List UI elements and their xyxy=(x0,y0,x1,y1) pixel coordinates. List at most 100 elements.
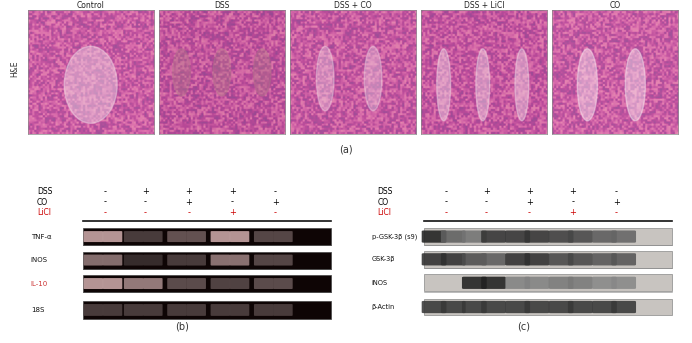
Text: -: - xyxy=(444,187,447,196)
Ellipse shape xyxy=(316,46,334,111)
FancyBboxPatch shape xyxy=(462,277,486,289)
Text: iNOS: iNOS xyxy=(372,280,388,286)
FancyBboxPatch shape xyxy=(254,278,273,289)
FancyBboxPatch shape xyxy=(549,230,574,243)
Text: LiCl: LiCl xyxy=(37,208,51,217)
FancyBboxPatch shape xyxy=(254,255,273,265)
Ellipse shape xyxy=(577,49,597,121)
FancyBboxPatch shape xyxy=(273,255,293,265)
Text: 18S: 18S xyxy=(30,307,44,313)
FancyBboxPatch shape xyxy=(167,278,187,289)
Text: LiCl: LiCl xyxy=(378,208,392,217)
FancyBboxPatch shape xyxy=(124,255,143,265)
Text: (c): (c) xyxy=(517,321,530,331)
FancyBboxPatch shape xyxy=(210,255,230,265)
Title: DSS + LiCl: DSS + LiCl xyxy=(464,0,504,10)
Text: +: + xyxy=(570,208,576,217)
Text: +: + xyxy=(570,187,576,196)
FancyBboxPatch shape xyxy=(210,278,230,289)
FancyBboxPatch shape xyxy=(441,230,466,243)
FancyBboxPatch shape xyxy=(273,278,293,289)
FancyBboxPatch shape xyxy=(462,301,486,313)
FancyBboxPatch shape xyxy=(103,304,122,316)
FancyBboxPatch shape xyxy=(421,301,446,313)
FancyBboxPatch shape xyxy=(611,301,636,313)
Text: -: - xyxy=(144,198,147,206)
FancyBboxPatch shape xyxy=(103,278,122,289)
Ellipse shape xyxy=(476,49,490,121)
FancyBboxPatch shape xyxy=(143,304,163,316)
Title: Control: Control xyxy=(77,0,104,10)
FancyBboxPatch shape xyxy=(424,228,672,245)
Text: (b): (b) xyxy=(176,321,190,331)
Text: -: - xyxy=(274,208,277,217)
Text: -: - xyxy=(104,198,107,206)
FancyBboxPatch shape xyxy=(568,277,592,289)
FancyBboxPatch shape xyxy=(167,304,187,316)
FancyBboxPatch shape xyxy=(441,253,466,265)
Ellipse shape xyxy=(625,49,646,121)
FancyBboxPatch shape xyxy=(592,253,617,265)
Text: -: - xyxy=(614,187,618,196)
Title: DSS + CO: DSS + CO xyxy=(334,0,372,10)
Ellipse shape xyxy=(213,49,230,96)
Text: GSK-3β: GSK-3β xyxy=(372,256,395,262)
FancyBboxPatch shape xyxy=(568,253,592,265)
Text: +: + xyxy=(272,198,279,206)
Text: CO: CO xyxy=(378,198,389,206)
FancyBboxPatch shape xyxy=(230,278,249,289)
FancyBboxPatch shape xyxy=(549,253,574,265)
FancyBboxPatch shape xyxy=(441,301,466,313)
Text: H&E: H&E xyxy=(10,60,20,77)
FancyBboxPatch shape xyxy=(421,253,446,265)
FancyBboxPatch shape xyxy=(592,277,617,289)
FancyBboxPatch shape xyxy=(505,277,530,289)
Text: +: + xyxy=(228,208,235,217)
FancyBboxPatch shape xyxy=(167,255,187,265)
FancyBboxPatch shape xyxy=(549,277,574,289)
Text: +: + xyxy=(526,187,533,196)
Ellipse shape xyxy=(364,46,382,111)
FancyBboxPatch shape xyxy=(124,278,143,289)
FancyBboxPatch shape xyxy=(525,301,549,313)
FancyBboxPatch shape xyxy=(568,230,592,243)
Text: -: - xyxy=(484,208,488,217)
Text: p-GSK-3β (s9): p-GSK-3β (s9) xyxy=(372,233,417,240)
Text: β-Actin: β-Actin xyxy=(372,304,394,310)
FancyBboxPatch shape xyxy=(230,304,249,316)
FancyBboxPatch shape xyxy=(273,231,293,242)
FancyBboxPatch shape xyxy=(84,301,331,319)
Text: -: - xyxy=(104,208,107,217)
Text: -: - xyxy=(188,208,190,217)
FancyBboxPatch shape xyxy=(525,230,549,243)
FancyBboxPatch shape xyxy=(421,230,446,243)
Text: +: + xyxy=(526,198,533,206)
FancyBboxPatch shape xyxy=(481,301,506,313)
FancyBboxPatch shape xyxy=(210,304,230,316)
FancyBboxPatch shape xyxy=(254,304,273,316)
Text: -: - xyxy=(528,208,531,217)
Text: +: + xyxy=(613,198,619,206)
FancyBboxPatch shape xyxy=(210,231,230,242)
FancyBboxPatch shape xyxy=(84,304,103,316)
Text: DSS: DSS xyxy=(37,187,53,196)
FancyBboxPatch shape xyxy=(84,275,331,292)
FancyBboxPatch shape xyxy=(143,255,163,265)
FancyBboxPatch shape xyxy=(273,304,293,316)
Title: DSS: DSS xyxy=(214,0,230,10)
FancyBboxPatch shape xyxy=(481,253,506,265)
Text: -: - xyxy=(614,208,618,217)
FancyBboxPatch shape xyxy=(143,231,163,242)
FancyBboxPatch shape xyxy=(611,230,636,243)
Text: -: - xyxy=(274,187,277,196)
Text: -: - xyxy=(572,198,574,206)
FancyBboxPatch shape xyxy=(103,255,122,265)
Text: -: - xyxy=(444,198,447,206)
Text: IL-10: IL-10 xyxy=(30,281,48,286)
FancyBboxPatch shape xyxy=(186,304,206,316)
FancyBboxPatch shape xyxy=(611,277,636,289)
FancyBboxPatch shape xyxy=(611,253,636,265)
FancyBboxPatch shape xyxy=(186,255,206,265)
Text: (a): (a) xyxy=(339,144,353,154)
FancyBboxPatch shape xyxy=(424,299,672,316)
